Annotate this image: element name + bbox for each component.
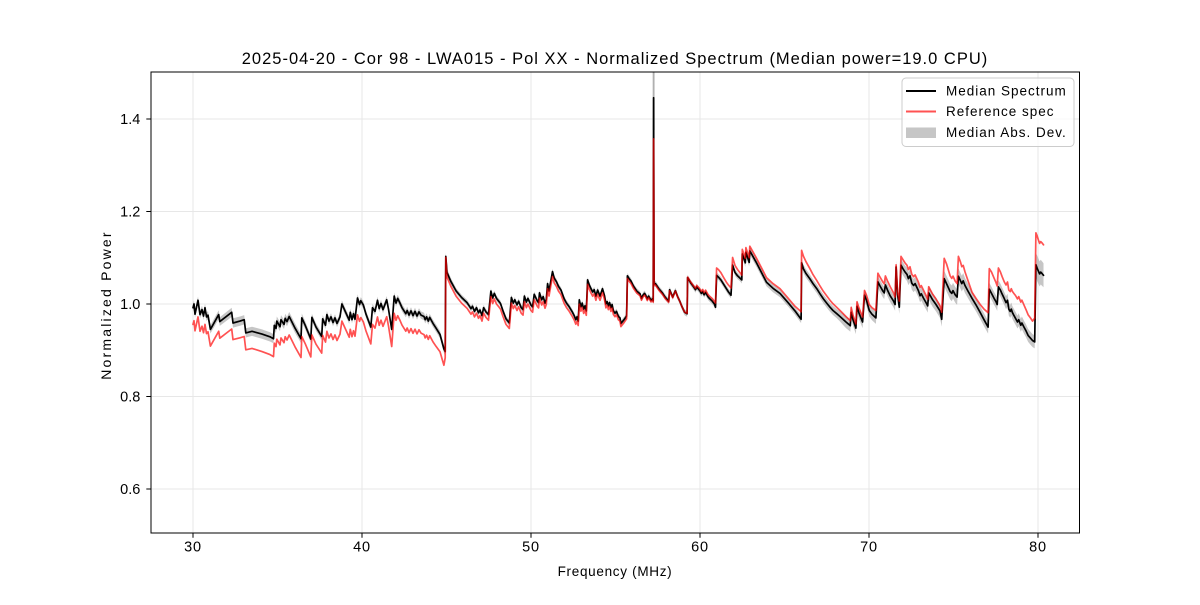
svg-text:0.8: 0.8 (120, 390, 140, 406)
svg-text:2025-04-20 - Cor 98 - LWA015 -: 2025-04-20 - Cor 98 - LWA015 - Pol XX - … (242, 50, 989, 68)
svg-text:Frequency (MHz): Frequency (MHz) (558, 564, 673, 579)
svg-text:50: 50 (522, 540, 540, 556)
svg-text:70: 70 (860, 540, 878, 556)
svg-text:Median Abs. Dev.: Median Abs. Dev. (946, 125, 1067, 140)
svg-text:60: 60 (691, 540, 709, 556)
svg-text:Normalized Power: Normalized Power (98, 230, 114, 380)
svg-text:1.2: 1.2 (120, 205, 140, 221)
svg-text:40: 40 (353, 540, 371, 556)
svg-text:30: 30 (184, 540, 202, 556)
svg-text:1.0: 1.0 (120, 297, 140, 313)
svg-text:Median Spectrum: Median Spectrum (946, 84, 1067, 99)
svg-text:80: 80 (1029, 540, 1047, 556)
svg-text:Reference spec: Reference spec (946, 104, 1055, 119)
svg-text:1.4: 1.4 (120, 112, 140, 128)
svg-text:0.6: 0.6 (120, 482, 140, 498)
